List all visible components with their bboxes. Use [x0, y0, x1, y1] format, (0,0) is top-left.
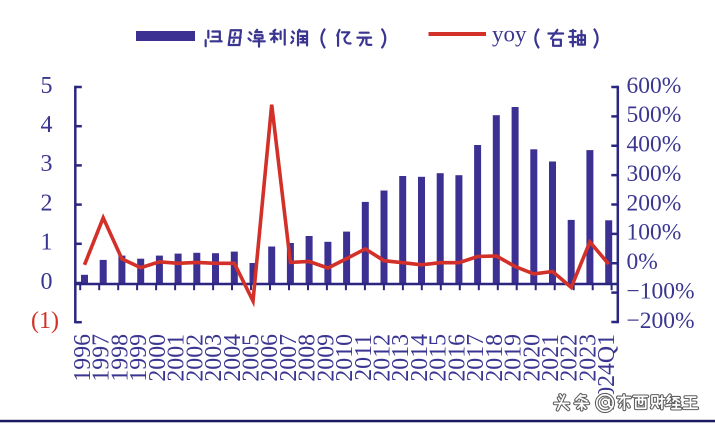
svg-text:2012: 2012: [370, 334, 396, 382]
svg-text:1997: 1997: [89, 334, 115, 382]
svg-text:2009: 2009: [313, 334, 339, 382]
svg-text:0%: 0%: [627, 249, 658, 275]
svg-text:100%: 100%: [627, 220, 682, 246]
svg-text:2019: 2019: [501, 334, 527, 382]
svg-text:400%: 400%: [627, 132, 682, 158]
svg-text:2020: 2020: [519, 334, 545, 382]
svg-text:2023: 2023: [575, 334, 601, 382]
svg-text:yoy: yoy: [492, 22, 527, 47]
svg-text:2021: 2021: [538, 334, 564, 382]
svg-text:(1): (1): [31, 308, 59, 334]
svg-text:2014: 2014: [407, 334, 433, 382]
svg-text:2004: 2004: [220, 334, 246, 382]
svg-text:2000: 2000: [145, 334, 171, 382]
svg-text:1: 1: [41, 230, 53, 256]
svg-text:2018: 2018: [482, 334, 508, 382]
svg-text:2001: 2001: [164, 334, 190, 382]
svg-text:1998: 1998: [107, 334, 133, 382]
svg-text:2006: 2006: [257, 334, 283, 382]
svg-text:2015: 2015: [426, 334, 452, 382]
svg-text:600%: 600%: [627, 73, 682, 99]
svg-text:5: 5: [41, 73, 53, 99]
svg-text:2010: 2010: [332, 334, 358, 382]
svg-text:500%: 500%: [627, 102, 682, 128]
svg-text:3: 3: [41, 151, 53, 177]
svg-text:1996: 1996: [70, 334, 96, 382]
svg-text:2022: 2022: [557, 334, 583, 382]
svg-text:2013: 2013: [388, 334, 414, 382]
svg-text:2: 2: [41, 190, 53, 216]
svg-text:−100%: −100%: [627, 278, 695, 304]
svg-text:−200%: −200%: [627, 308, 695, 334]
svg-text:2005: 2005: [239, 334, 265, 382]
svg-text:2017: 2017: [463, 334, 489, 382]
svg-text:2007: 2007: [276, 334, 302, 382]
svg-text:2008: 2008: [295, 334, 321, 382]
svg-text:1999: 1999: [126, 334, 152, 382]
svg-text:2016: 2016: [444, 334, 470, 382]
svg-text:4: 4: [41, 112, 53, 138]
svg-text:0: 0: [41, 269, 53, 295]
svg-text:2002: 2002: [182, 334, 208, 382]
svg-text:2003: 2003: [201, 334, 227, 382]
svg-text:2011: 2011: [351, 334, 377, 381]
svg-text:200%: 200%: [627, 190, 682, 216]
svg-text:300%: 300%: [627, 161, 682, 187]
